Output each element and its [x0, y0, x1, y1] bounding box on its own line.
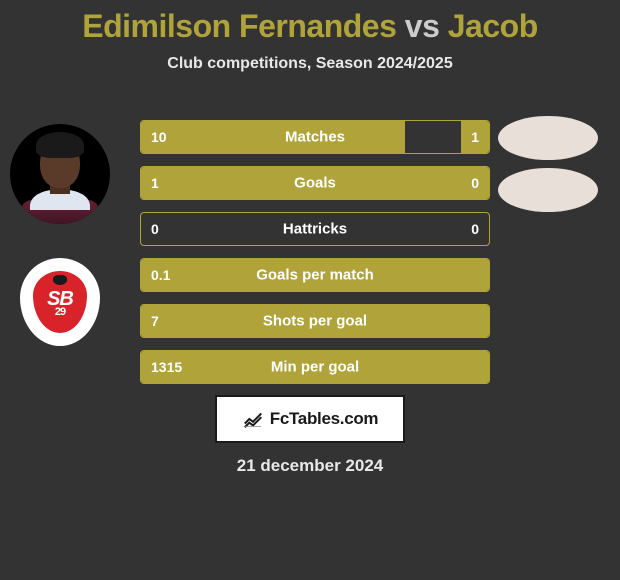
stat-row: 1315 Min per goal	[140, 350, 490, 384]
stat-value-right: 0	[471, 175, 479, 191]
brand-badge: FcTables.com	[215, 395, 405, 443]
club-badge: SB 29	[20, 258, 100, 346]
infographic-root: Edimilson Fernandes vs Jacob Club compet…	[0, 0, 620, 580]
vs-text: vs	[405, 8, 440, 44]
stat-row: 0 0 Hattricks	[140, 212, 490, 246]
stat-value-left: 0	[151, 221, 159, 237]
stat-label: Goals	[294, 175, 336, 192]
stat-label: Shots per goal	[263, 313, 367, 330]
page-title: Edimilson Fernandes vs Jacob	[0, 0, 620, 45]
stat-row: 10 1 Matches	[140, 120, 490, 154]
stat-label: Min per goal	[271, 359, 359, 376]
date-text: 21 december 2024	[237, 456, 384, 476]
stat-row: 7 Shots per goal	[140, 304, 490, 338]
player2-avatar-placeholder-bottom	[498, 168, 598, 212]
player2-avatar-placeholder-top	[498, 116, 598, 160]
chart-icon	[242, 408, 264, 430]
player1-name: Edimilson Fernandes	[82, 8, 396, 44]
stat-fill-left	[141, 121, 405, 153]
stat-row: 1 0 Goals	[140, 166, 490, 200]
stat-label: Hattricks	[283, 221, 347, 238]
brand-text: FcTables.com	[270, 409, 379, 429]
stat-value-left: 1	[151, 175, 159, 191]
stat-value-left: 0.1	[151, 267, 170, 283]
stat-value-left: 1315	[151, 359, 182, 375]
stats-area: 101Matches10Goals00Hattricks0.1Goals per…	[140, 120, 490, 396]
player2-name: Jacob	[448, 8, 538, 44]
stat-label: Matches	[285, 129, 345, 146]
stat-label: Goals per match	[256, 267, 374, 284]
stat-value-left: 10	[151, 129, 167, 145]
stat-value-left: 7	[151, 313, 159, 329]
player1-avatar	[10, 124, 110, 224]
stat-row: 0.1 Goals per match	[140, 258, 490, 292]
stat-value-right: 1	[471, 129, 479, 145]
subtitle: Club competitions, Season 2024/2025	[0, 55, 620, 73]
shield-icon: SB 29	[31, 269, 89, 335]
stat-value-right: 0	[471, 221, 479, 237]
